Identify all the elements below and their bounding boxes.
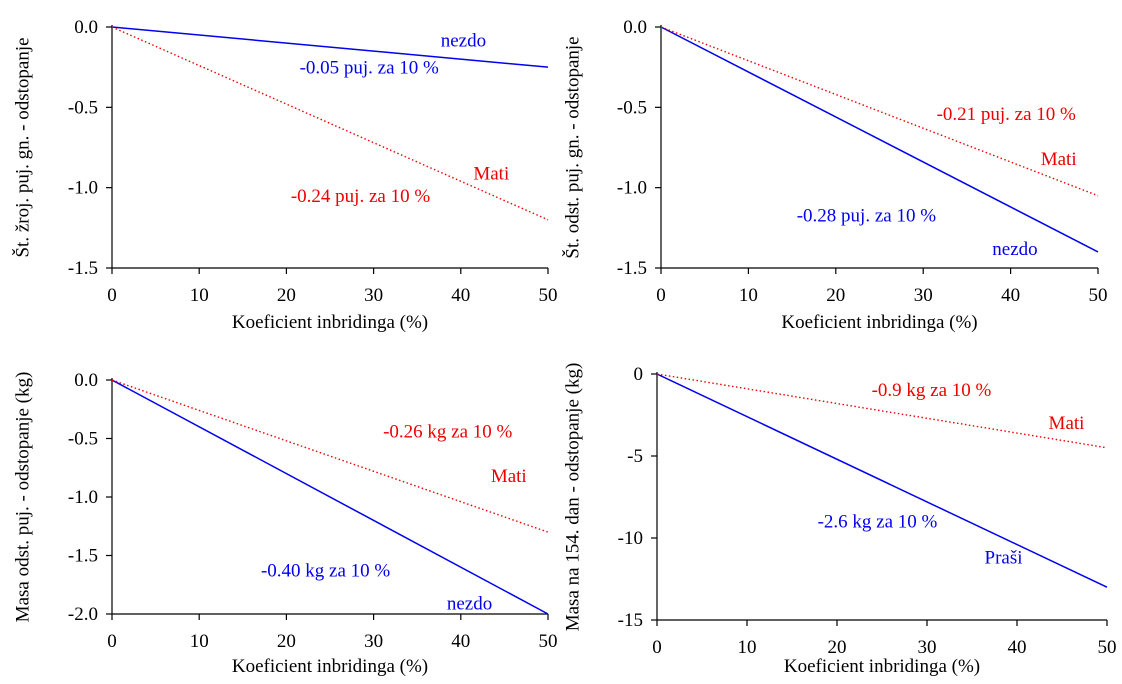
- annotation-label: Mati: [491, 466, 527, 487]
- chart-litter-size-weaned: 0.0 -0.5 -1.0 -1.5 0 10 20 30 40 50 Koeficient inb…: [561, 17, 1108, 333]
- x-tick-label: 50: [539, 285, 558, 306]
- y-tick-label: -0.5: [68, 429, 98, 450]
- y-tick-label: 0: [634, 364, 644, 385]
- x-tick-label: 20: [277, 285, 296, 306]
- chart-litter-size-born-alive: 0.0 -0.5 -1.0 -1.5 0 10 20 30 40 50 Koeficient inb…: [11, 17, 558, 333]
- annotation-label: -0.28 puj. za 10 %: [797, 205, 936, 226]
- x-axis-label: Koeficient inbridinga (%): [232, 656, 428, 677]
- series-line-sire: [660, 26, 1099, 253]
- y-tick-label: 0.0: [74, 17, 98, 38]
- annotation-label: Mati: [1049, 413, 1085, 434]
- x-tick-label: 30: [914, 285, 933, 306]
- x-tick-label: 50: [1098, 637, 1117, 658]
- x-tick-label: 0: [652, 637, 662, 658]
- series-line-mati: [656, 373, 1108, 449]
- x-tick-label: 40: [451, 631, 470, 652]
- annotation-label: -0.05 puj. za 10 %: [300, 58, 439, 79]
- x-axis-label: Koeficient inbridinga (%): [781, 312, 977, 333]
- annotation-label: -0.24 puj. za 10 %: [291, 186, 430, 207]
- series-line-mati: [111, 379, 549, 533]
- x-tick-label: 0: [656, 285, 666, 306]
- y-tick-label: -1.0: [617, 178, 647, 199]
- x-tick-label: 50: [539, 631, 558, 652]
- x-tick-label: 40: [1008, 637, 1027, 658]
- y-tick-label: -1.0: [68, 487, 98, 508]
- y-axis-label: Masa odst. puj. - odstopanje (kg): [12, 372, 33, 623]
- annotation-label: -2.6 kg za 10 %: [818, 511, 938, 532]
- series-line-sire: [111, 26, 549, 68]
- y-tick-label: -1.5: [617, 258, 647, 279]
- y-tick-label: 0.0: [623, 17, 647, 38]
- annotation-label: -0.9 kg za 10 %: [872, 380, 992, 401]
- y-tick-label: -15: [618, 610, 643, 631]
- annotation-label: nezdo: [447, 593, 492, 614]
- annotation-label: -0.26 kg za 10 %: [383, 421, 512, 442]
- x-tick-label: 30: [364, 631, 383, 652]
- y-axis-label: Št. žroj. puj. gn. - odstopanje: [11, 37, 33, 257]
- y-tick-label: -1.0: [68, 178, 98, 199]
- x-tick-label: 0: [107, 631, 117, 652]
- chart-weaned-litter-weight: 0.0 -0.5 -1.0 -1.5 -2.0 0 10 20 30 40 50 Koeficient…: [12, 370, 558, 677]
- x-tick-label: 10: [739, 285, 758, 306]
- x-tick-label: 40: [451, 285, 470, 306]
- x-tick-label: 50: [1089, 285, 1108, 306]
- y-tick-label: -1.5: [68, 258, 98, 279]
- annotation-label: nezdo: [441, 30, 486, 51]
- y-tick-label: 0.0: [74, 370, 98, 391]
- y-tick-label: -1.5: [68, 546, 98, 567]
- y-axis-label: Masa na 154. dan - odstopanje (kg): [562, 363, 583, 632]
- y-tick-label: -0.5: [68, 97, 98, 118]
- y-axis-label: Št. odst. puj. gn. - odstopanje: [561, 36, 583, 258]
- series-line-mati: [111, 26, 549, 221]
- x-tick-label: 0: [107, 285, 117, 306]
- x-tick-label: 10: [190, 285, 209, 306]
- x-tick-label: 30: [364, 285, 383, 306]
- x-tick-label: 10: [190, 631, 209, 652]
- annotation-label: Praši: [985, 547, 1023, 568]
- series-line-sire: [111, 379, 549, 615]
- annotation-label: Mati: [1041, 149, 1077, 170]
- x-tick-label: 10: [738, 637, 757, 658]
- chart-weight-day-154: 0 -5 -10 -15 0 10 20 30 40 50 Koeficient inbriding…: [562, 363, 1117, 677]
- y-tick-label: -10: [618, 528, 643, 549]
- x-axis-label: Koeficient inbridinga (%): [232, 312, 428, 333]
- x-axis-label: Koeficient inbridinga (%): [784, 656, 980, 677]
- annotation-label: -0.21 puj. za 10 %: [937, 104, 1076, 125]
- annotation-label: Mati: [473, 164, 509, 185]
- y-tick-label: -2.0: [68, 604, 98, 625]
- annotation-label: nezdo: [992, 239, 1037, 260]
- x-tick-label: 20: [277, 631, 296, 652]
- x-tick-label: 30: [918, 637, 937, 658]
- x-tick-label: 20: [828, 637, 847, 658]
- x-tick-label: 20: [826, 285, 845, 306]
- annotation-label: -0.40 kg za 10 %: [261, 561, 390, 582]
- y-tick-label: -5: [627, 446, 643, 467]
- series-line-sire: [656, 373, 1108, 588]
- x-tick-label: 40: [1001, 285, 1020, 306]
- y-tick-label: -0.5: [617, 97, 647, 118]
